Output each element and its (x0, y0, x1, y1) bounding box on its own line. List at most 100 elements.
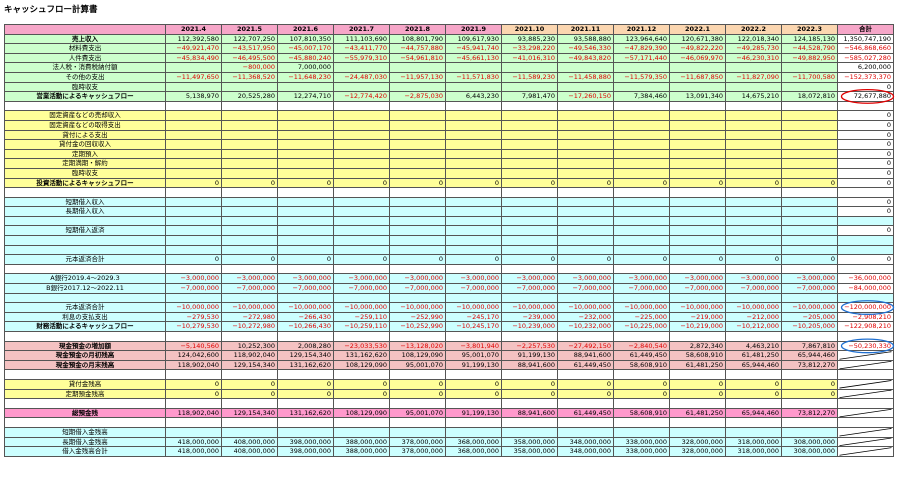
value-cell[interactable]: −49,921,470 (165, 43, 222, 54)
value-cell[interactable]: −54,961,810 (389, 52, 446, 64)
value-cell[interactable]: −11,648,230 (277, 71, 334, 83)
value-cell[interactable]: −10,000,000 (613, 302, 670, 313)
value-cell[interactable]: 129,154,340 (221, 359, 278, 371)
value-cell[interactable]: 61,449,450 (613, 350, 670, 361)
value-cell[interactable] (613, 426, 670, 438)
value-cell[interactable]: −7,000,000 (165, 283, 222, 294)
value-cell[interactable] (669, 110, 726, 121)
value-cell[interactable] (333, 62, 390, 73)
value-cell[interactable] (221, 81, 278, 93)
value-cell[interactable] (221, 148, 278, 160)
value-cell[interactable] (781, 225, 838, 237)
value-cell[interactable] (557, 158, 614, 169)
value-cell[interactable]: −10,000,000 (781, 302, 838, 313)
value-cell[interactable]: 2,872,340 (669, 340, 726, 352)
value-cell[interactable] (669, 148, 726, 160)
value-cell[interactable]: −10,205,000 (781, 321, 838, 332)
value-cell[interactable] (557, 206, 614, 217)
value-cell[interactable]: 358,000,000 (501, 436, 558, 448)
value-cell[interactable]: −11,368,520 (221, 71, 278, 83)
value-cell[interactable]: 61,449,450 (557, 407, 614, 419)
value-cell[interactable]: 112,392,580 (165, 33, 222, 45)
value-cell[interactable]: 0 (725, 378, 782, 390)
value-cell[interactable] (445, 158, 502, 169)
value-cell[interactable] (613, 196, 670, 208)
value-cell[interactable] (333, 129, 390, 141)
value-cell[interactable] (221, 110, 278, 121)
value-cell[interactable] (389, 62, 446, 73)
value-cell[interactable]: −245,170 (445, 311, 502, 323)
value-cell[interactable] (389, 148, 446, 160)
value-cell[interactable] (781, 196, 838, 208)
value-cell[interactable]: 58,608,910 (613, 407, 670, 419)
value-cell[interactable]: −10,266,430 (277, 321, 334, 332)
value-cell[interactable]: −10,000,000 (277, 302, 334, 313)
value-cell[interactable]: 0 (445, 378, 502, 390)
value-cell[interactable]: −2,840,540 (613, 340, 670, 352)
value-cell[interactable]: −3,000,000 (669, 273, 726, 285)
value-cell[interactable]: −11,571,830 (445, 71, 502, 83)
value-cell[interactable]: −7,000,000 (669, 283, 726, 294)
value-cell[interactable]: −45,661,130 (445, 52, 502, 64)
value-cell[interactable]: −279,530 (165, 311, 222, 323)
value-cell[interactable] (277, 158, 334, 169)
value-cell[interactable]: 0 (613, 254, 670, 265)
value-cell[interactable] (277, 426, 334, 438)
value-cell[interactable] (445, 225, 502, 237)
value-cell[interactable] (781, 62, 838, 73)
value-cell[interactable] (165, 158, 222, 169)
value-cell[interactable] (445, 129, 502, 141)
value-cell[interactable]: −11,687,850 (669, 71, 726, 83)
value-cell[interactable] (669, 129, 726, 141)
value-cell[interactable]: 14,675,210 (725, 91, 782, 102)
value-cell[interactable] (333, 81, 390, 93)
value-cell[interactable]: −11,458,880 (557, 71, 614, 83)
total-cell[interactable]: −120,000,000 (837, 302, 894, 313)
total-cell[interactable]: 0 (837, 129, 894, 141)
value-cell[interactable]: −27,492,150 (557, 340, 614, 352)
value-cell[interactable]: −11,827,090 (725, 71, 782, 83)
value-cell[interactable] (501, 196, 558, 208)
value-cell[interactable] (725, 167, 782, 179)
value-cell[interactable]: 124,042,600 (165, 350, 222, 361)
total-cell[interactable] (837, 446, 894, 457)
value-cell[interactable] (613, 167, 670, 179)
value-cell[interactable] (389, 158, 446, 169)
value-cell[interactable]: 6,443,230 (445, 91, 502, 102)
value-cell[interactable] (333, 167, 390, 179)
value-cell[interactable]: 0 (669, 254, 726, 265)
value-cell[interactable]: 118,902,040 (165, 407, 222, 419)
value-cell[interactable]: −3,000,000 (333, 273, 390, 285)
value-cell[interactable]: −47,829,390 (613, 43, 670, 54)
value-cell[interactable] (445, 206, 502, 217)
value-cell[interactable]: 129,154,340 (221, 407, 278, 419)
value-cell[interactable]: 0 (501, 254, 558, 265)
value-cell[interactable]: −3,000,000 (445, 273, 502, 285)
value-cell[interactable]: 5,138,970 (165, 91, 222, 102)
value-cell[interactable] (781, 81, 838, 93)
total-cell[interactable] (837, 350, 894, 361)
value-cell[interactable] (725, 62, 782, 73)
value-cell[interactable] (781, 119, 838, 131)
value-cell[interactable] (557, 129, 614, 141)
value-cell[interactable] (725, 139, 782, 150)
value-cell[interactable]: 0 (613, 177, 670, 189)
value-cell[interactable]: 0 (725, 388, 782, 400)
value-cell[interactable] (669, 158, 726, 169)
value-cell[interactable] (781, 110, 838, 121)
value-cell[interactable] (165, 139, 222, 150)
value-cell[interactable]: −49,822,220 (669, 43, 726, 54)
value-cell[interactable]: −3,000,000 (165, 273, 222, 285)
value-cell[interactable]: 122,707,250 (221, 33, 278, 45)
value-cell[interactable] (445, 139, 502, 150)
total-cell[interactable] (837, 378, 894, 390)
value-cell[interactable]: −57,171,440 (613, 52, 670, 64)
value-cell[interactable]: 338,000,000 (613, 446, 670, 457)
value-cell[interactable]: 0 (781, 388, 838, 400)
value-cell[interactable] (725, 206, 782, 217)
value-cell[interactable]: 308,000,000 (781, 436, 838, 448)
value-cell[interactable] (613, 62, 670, 73)
total-cell[interactable]: 0 (837, 119, 894, 131)
value-cell[interactable]: −49,546,330 (557, 43, 614, 54)
value-cell[interactable]: 109,617,930 (445, 33, 502, 45)
